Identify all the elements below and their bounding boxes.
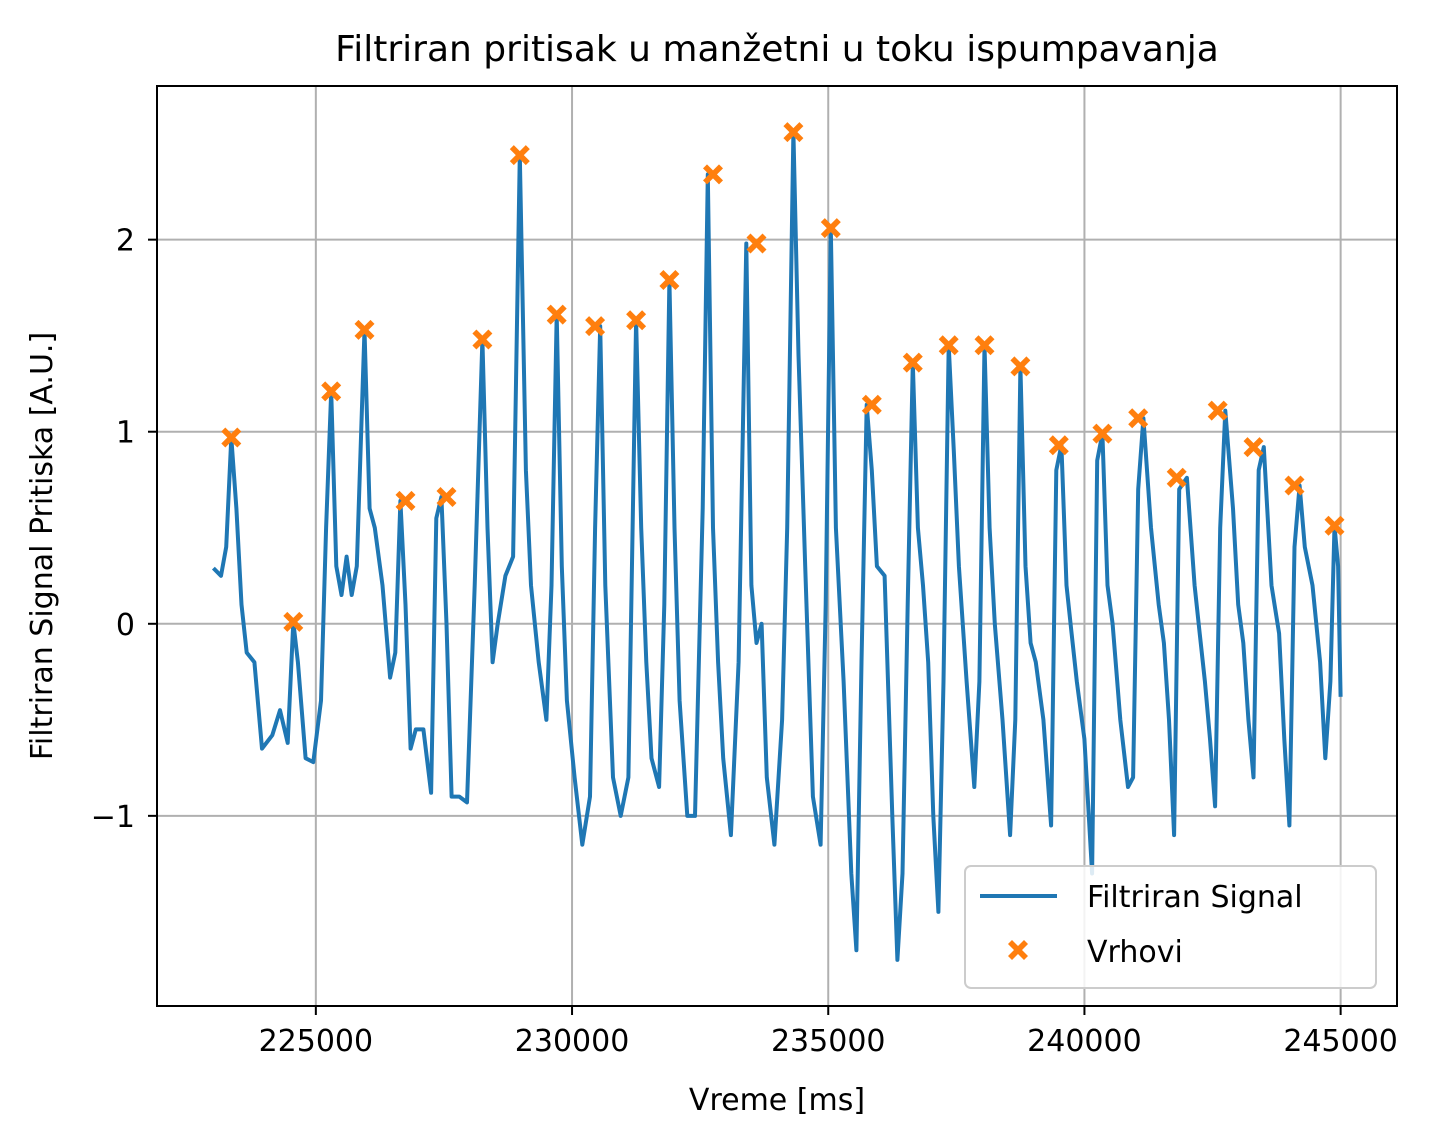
peak-marker [659, 270, 680, 290]
tick-layer: 225000 230000 235000 240000 245000 −1 0 1 2 [91, 224, 1398, 1059]
series-line-filtriran-signal [211, 130, 1343, 962]
peak-marker [1243, 437, 1264, 458]
chart-title: Filtriran pritisak u manžetni u toku isp… [335, 29, 1219, 70]
peak-marker [938, 335, 959, 356]
peak-marker [1284, 475, 1305, 496]
peak-marker [283, 611, 304, 632]
y-tick-label: 0 [116, 608, 135, 643]
legend-label-peaks: Vrhovi [1087, 935, 1183, 970]
x-tick-label: 245000 [1283, 1024, 1398, 1059]
peak-marker [820, 218, 841, 239]
legend-box [964, 865, 1377, 989]
legend: Filtriran Signal Vrhovi [964, 865, 1377, 989]
marker-layer [221, 122, 1345, 632]
peak-marker [783, 122, 804, 143]
y-tick-label: 2 [116, 224, 135, 259]
peak-marker [221, 427, 242, 448]
peak-marker [861, 394, 882, 415]
x-axis-label: Vreme [ms] [689, 1083, 865, 1118]
peak-marker [703, 164, 723, 185]
x-tick-label: 225000 [259, 1024, 374, 1059]
peak-marker [1010, 356, 1031, 377]
peak-marker [746, 233, 767, 254]
plot-frame [156, 85, 1398, 1007]
peak-marker [1048, 435, 1069, 456]
peak-marker [1324, 515, 1345, 536]
y-axis-label: Filtriran Signal Pritiska [A.U.] [25, 332, 60, 760]
peak-marker [974, 335, 995, 356]
peak-marker [1207, 400, 1228, 421]
peak-marker [1128, 408, 1149, 429]
peak-marker [321, 381, 342, 402]
peak-marker [902, 352, 923, 373]
x-tick-label: 230000 [515, 1024, 630, 1059]
peak-marker [436, 487, 457, 507]
x-tick-label: 235000 [771, 1024, 886, 1059]
peak-marker [1092, 423, 1113, 444]
peak-marker [395, 490, 416, 511]
y-tick-label: 1 [116, 416, 135, 451]
peak-marker [509, 145, 530, 166]
peak-marker [472, 329, 493, 350]
peak-marker [626, 310, 647, 331]
legend-label-signal: Filtriran Signal [1087, 880, 1303, 915]
y-tick-label: −1 [91, 800, 135, 835]
peak-marker [585, 316, 606, 337]
peak-marker [546, 304, 567, 325]
peak-marker [354, 319, 375, 340]
x-tick-label: 240000 [1027, 1024, 1142, 1059]
series-layer [211, 130, 1343, 962]
legend-marker-swatch [1008, 940, 1028, 960]
peak-marker [1166, 467, 1187, 488]
